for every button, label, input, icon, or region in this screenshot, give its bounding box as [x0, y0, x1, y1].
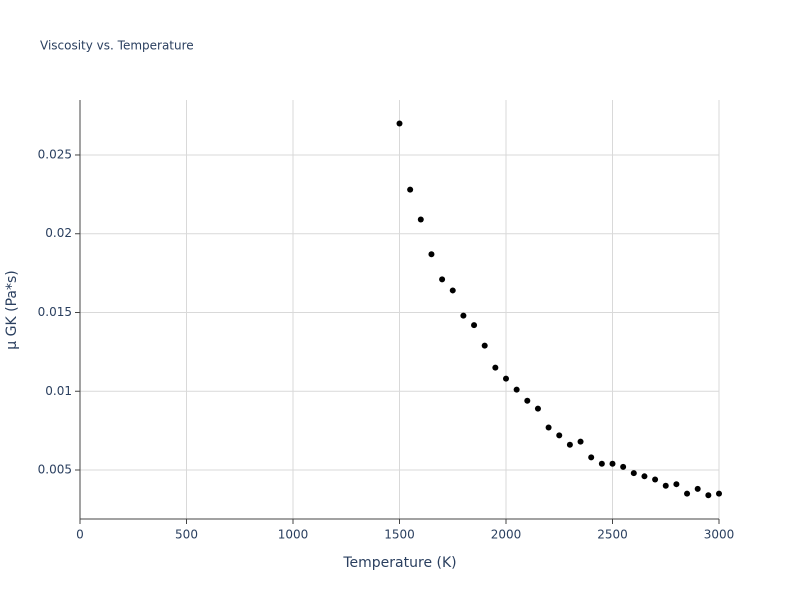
data-point [396, 120, 403, 127]
x-tick-label: 2000 [491, 528, 522, 542]
data-point [577, 438, 584, 445]
data-point [481, 342, 488, 349]
data-point [673, 481, 680, 488]
x-axis-title: Temperature (K) [342, 555, 456, 571]
data-point [417, 216, 424, 223]
data-point [492, 364, 499, 371]
data-point [694, 485, 701, 492]
data-point [641, 473, 648, 480]
x-tick-label: 1000 [278, 528, 309, 542]
data-point [524, 397, 531, 404]
data-point [684, 490, 691, 497]
y-tick-label: 0.025 [38, 147, 72, 161]
chart-title: Viscosity vs. Temperature [40, 39, 194, 53]
data-point [716, 490, 722, 497]
data-point [662, 482, 669, 489]
x-tick-label: 2500 [597, 528, 628, 542]
data-point [513, 386, 520, 393]
data-point [588, 454, 595, 461]
data-point [449, 287, 456, 294]
data-point [439, 276, 446, 283]
data-point [407, 186, 414, 193]
data-point [620, 463, 627, 470]
data-point [556, 432, 563, 439]
y-tick-label: 0.02 [45, 226, 72, 240]
x-tick-label: 1500 [384, 528, 415, 542]
data-point [630, 470, 637, 477]
x-tick-label: 0 [76, 528, 84, 542]
data-point [652, 476, 659, 483]
data-point [534, 405, 541, 412]
data-point [705, 492, 712, 499]
data-point [566, 441, 573, 448]
x-tick-label: 500 [175, 528, 198, 542]
data-point [503, 375, 509, 382]
y-tick-label: 0.005 [38, 463, 72, 477]
x-tick-label: 3000 [704, 528, 735, 542]
data-point [471, 322, 478, 329]
data-point [460, 312, 467, 319]
data-point [609, 460, 616, 467]
y-tick-label: 0.01 [45, 384, 72, 398]
y-tick-label: 0.015 [38, 305, 72, 319]
data-point [598, 460, 605, 467]
data-point [545, 424, 552, 431]
y-axis-title: μ GK (Pa*s) [4, 270, 20, 349]
data-point [428, 251, 435, 258]
